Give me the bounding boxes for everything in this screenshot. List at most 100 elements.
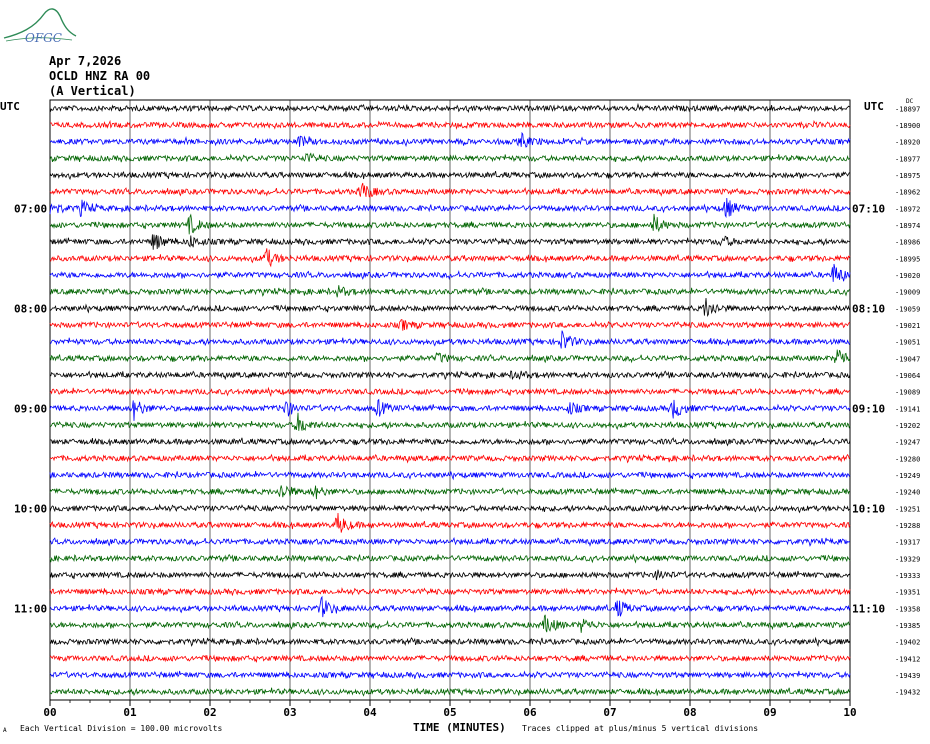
trace-offset-label: -19020 (895, 272, 920, 280)
trace-offset-label: -19385 (895, 622, 920, 630)
left-hour-label: 08:00 (14, 302, 47, 315)
trace-offset-label: -18900 (895, 122, 920, 130)
trace-offset-label: -19317 (895, 539, 920, 547)
x-tick-label: 09 (763, 706, 776, 719)
left-hour-label: 09:00 (14, 402, 47, 415)
trace-line (49, 248, 851, 268)
scale-note: Each Vertical Division = 100.00 microvol… (20, 724, 223, 733)
trace-offset-label: -18995 (895, 255, 920, 263)
trace-line (49, 119, 851, 130)
trace-offset-label: -19402 (895, 639, 920, 647)
trace-line (49, 349, 851, 364)
trace-offset-label: -19439 (895, 672, 920, 680)
left-hour-label: 11:00 (14, 602, 47, 615)
trace-offset-label: -19021 (895, 322, 920, 330)
x-tick-label: 04 (363, 706, 377, 719)
trace-line (49, 263, 851, 282)
trace-offset-label: -18986 (895, 239, 920, 247)
left-utc-label: UTC (0, 100, 20, 113)
trace-offset-label: -19251 (895, 505, 920, 513)
clip-note: Traces clipped at plus/minus 5 vertical … (522, 724, 759, 733)
trace-line (49, 614, 851, 633)
trace-offset-label: -19064 (895, 372, 920, 380)
trace-line (49, 437, 851, 447)
left-hour-label: 07:00 (14, 202, 47, 215)
trace-offset-label: -18975 (895, 172, 920, 180)
trace-offset-label: -19358 (895, 605, 920, 613)
x-tick-label: 06 (523, 706, 537, 719)
right-hour-label: 11:10 (852, 602, 885, 615)
trace-offset-label: -18920 (895, 139, 920, 147)
x-tick-label: 00 (43, 706, 56, 719)
trace-line (49, 636, 851, 648)
trace-line (49, 537, 851, 547)
trace-offset-label: -19351 (895, 589, 920, 597)
x-tick-label: 03 (283, 706, 296, 719)
trace-offset-label: -19280 (895, 455, 920, 463)
trace-offset-label: -19412 (895, 655, 920, 663)
trace-line (49, 503, 851, 514)
trace-line (49, 654, 851, 663)
x-tick-label: 08 (683, 706, 696, 719)
corner-mark: A (3, 727, 7, 734)
trace-line (49, 297, 851, 317)
trace-line (49, 553, 851, 564)
trace-offset-label: -19059 (895, 305, 920, 313)
trace-line (49, 512, 851, 533)
trace-offset-label: -19047 (895, 355, 920, 363)
trace-offset-label: -19249 (895, 472, 920, 480)
trace-line (49, 152, 851, 163)
trace-line (49, 386, 851, 398)
chart-date: Apr 7,2026 (49, 54, 122, 68)
logo-swoosh-icon (3, 8, 77, 39)
right-hour-label: 08:10 (852, 302, 885, 315)
x-axis-label: TIME (MINUTES) (413, 721, 506, 734)
trace-line (49, 330, 851, 349)
trace-line (49, 569, 851, 581)
trace-line (49, 319, 851, 331)
trace-line (49, 182, 851, 198)
trace-line (49, 453, 851, 464)
trace-offset-label: -18962 (895, 189, 920, 197)
x-tick-label: 07 (603, 706, 616, 719)
station-id: OCLD HNZ RA 00 (49, 69, 151, 83)
trace-line (49, 670, 851, 679)
trace-offset-label: -19432 (895, 689, 920, 697)
trace-line (49, 170, 851, 181)
trace-offset-label: -18977 (895, 155, 920, 163)
left-hour-label: 10:00 (14, 502, 47, 515)
trace-line (49, 587, 851, 597)
trace-line (49, 398, 851, 421)
trace-line (49, 213, 851, 235)
trace-line (49, 471, 851, 481)
trace-offset-label: -19240 (895, 489, 920, 497)
trace-line (49, 234, 851, 250)
trace-line (49, 285, 851, 298)
x-tick-label: 05 (443, 706, 456, 719)
trace-line (49, 485, 851, 500)
trace-offset-label: -19333 (895, 572, 920, 580)
trace-line (49, 687, 851, 697)
right-utc-label: UTC (864, 100, 884, 113)
trace-offset-label: -19329 (895, 555, 920, 563)
dc-label: DC (906, 98, 914, 105)
x-tick-label: 01 (123, 706, 137, 719)
trace-line (49, 412, 851, 432)
trace-offset-label: -18972 (895, 205, 920, 213)
trace-offset-label: -19247 (895, 439, 920, 447)
trace-line (49, 131, 851, 148)
trace-offset-label: -19202 (895, 422, 920, 430)
right-hour-label: 10:10 (852, 502, 885, 515)
logo-text: OFGC (25, 31, 62, 45)
trace-line (49, 102, 851, 114)
x-tick-label: 02 (203, 706, 216, 719)
trace-offset-label: -19141 (895, 405, 920, 413)
right-hour-label: 07:10 (852, 202, 885, 215)
trace-offset-label: -19288 (895, 522, 920, 530)
trace-line (49, 595, 851, 618)
trace-offset-label: -19051 (895, 339, 920, 347)
ofgc-logo: OFGC (3, 8, 77, 45)
trace-offset-label: -18897 (895, 105, 920, 113)
component-label: (A Vertical) (49, 84, 136, 98)
